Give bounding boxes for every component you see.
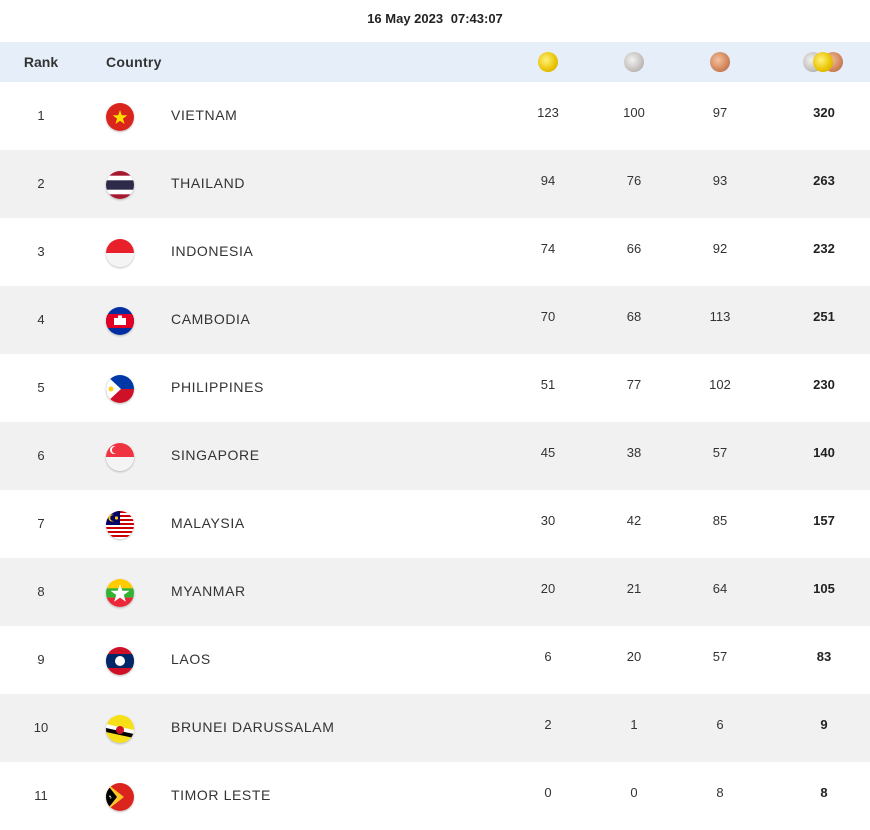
medal-table-body: 1 VIETNAM 123 100 97 320 2 THAILAND 94 7… bbox=[0, 82, 870, 830]
vietnam-flag-icon bbox=[106, 103, 134, 131]
total-count: 157 bbox=[813, 513, 835, 528]
table-row[interactable]: 6 SINGAPORE 45 38 57 140 bbox=[0, 422, 870, 490]
gold-count: 20 bbox=[540, 581, 556, 596]
medal-table-header: Rank Country bbox=[0, 42, 870, 82]
silver-count: 42 bbox=[626, 513, 642, 528]
gold-count: 6 bbox=[544, 649, 552, 664]
country-name: LAOS bbox=[171, 651, 211, 667]
country-name: MALAYSIA bbox=[171, 515, 245, 531]
bronze-count: 113 bbox=[709, 309, 731, 324]
table-row[interactable]: 4 CAMBODIA 70 68 113 251 bbox=[0, 286, 870, 354]
bronze-count: 57 bbox=[712, 649, 728, 664]
brunei-flag-icon bbox=[106, 715, 134, 743]
table-row[interactable]: 10 BRUNEI DARUSSALAM 2 1 6 9 bbox=[0, 694, 870, 762]
table-row[interactable]: 1 VIETNAM 123 100 97 320 bbox=[0, 82, 870, 150]
rank-cell: 7 bbox=[37, 516, 45, 531]
country-name: INDONESIA bbox=[171, 243, 254, 259]
bronze-count: 93 bbox=[712, 173, 728, 188]
malaysia-flag-icon bbox=[106, 511, 134, 539]
bronze-count: 92 bbox=[712, 241, 728, 256]
gold-count: 45 bbox=[540, 445, 556, 460]
country-name: BRUNEI DARUSSALAM bbox=[171, 719, 335, 735]
rank-cell: 2 bbox=[37, 176, 45, 191]
total-count: 251 bbox=[813, 309, 835, 324]
table-row[interactable]: 3 INDONESIA 74 66 92 232 bbox=[0, 218, 870, 286]
gold-count: 2 bbox=[544, 717, 552, 732]
silver-count: 68 bbox=[626, 309, 642, 324]
silver-count: 21 bbox=[626, 581, 642, 596]
country-name: CAMBODIA bbox=[171, 311, 251, 327]
cambodia-flag-icon bbox=[106, 307, 134, 335]
silver-count: 0 bbox=[630, 785, 638, 800]
update-date: 16 May 2023 bbox=[367, 11, 444, 26]
country-name: THAILAND bbox=[171, 175, 246, 191]
silver-count: 76 bbox=[626, 173, 642, 188]
silver-count: 1 bbox=[630, 717, 638, 732]
bronze-count: 57 bbox=[712, 445, 728, 460]
silver-count: 77 bbox=[626, 377, 642, 392]
rank-cell: 3 bbox=[37, 244, 45, 259]
gold-medal-icon[interactable] bbox=[538, 52, 558, 72]
rank-cell: 8 bbox=[37, 584, 45, 599]
silver-count: 66 bbox=[626, 241, 642, 256]
total-count: 263 bbox=[813, 173, 835, 188]
table-row[interactable]: 5 PHILIPPINES 51 77 102 230 bbox=[0, 354, 870, 422]
bronze-count: 85 bbox=[712, 513, 728, 528]
total-count: 105 bbox=[813, 581, 835, 596]
country-name: PHILIPPINES bbox=[171, 379, 264, 395]
table-row[interactable]: 8 MYANMAR 20 21 64 105 bbox=[0, 558, 870, 626]
silver-medal-icon[interactable] bbox=[624, 52, 644, 72]
total-count: 83 bbox=[816, 649, 832, 664]
indonesia-flag-icon bbox=[106, 239, 134, 267]
gold-count: 51 bbox=[540, 377, 556, 392]
bronze-count: 102 bbox=[709, 377, 731, 392]
gold-count: 0 bbox=[544, 785, 552, 800]
country-name: VIETNAM bbox=[171, 107, 238, 123]
rank-column-header[interactable]: Rank bbox=[23, 54, 59, 70]
silver-count: 20 bbox=[626, 649, 642, 664]
total-count: 320 bbox=[813, 105, 835, 120]
total-count: 232 bbox=[813, 241, 835, 256]
total-medals-icon[interactable] bbox=[803, 52, 845, 72]
rank-cell: 5 bbox=[37, 380, 45, 395]
last-updated-timestamp: 16 May 2023 07:43:07 bbox=[0, 0, 870, 42]
timor-leste-flag-icon bbox=[106, 783, 134, 811]
bronze-count: 64 bbox=[712, 581, 728, 596]
rank-cell: 9 bbox=[37, 652, 45, 667]
rank-cell: 6 bbox=[37, 448, 45, 463]
gold-count: 94 bbox=[540, 173, 556, 188]
update-time: 07:43:07 bbox=[450, 11, 503, 26]
bronze-count: 6 bbox=[716, 717, 724, 732]
total-count: 8 bbox=[820, 785, 828, 800]
gold-count: 30 bbox=[540, 513, 556, 528]
table-row[interactable]: 9 LAOS 6 20 57 83 bbox=[0, 626, 870, 694]
rank-cell: 10 bbox=[33, 720, 49, 735]
table-row[interactable]: 11 TIMOR LESTE 0 0 8 8 bbox=[0, 762, 870, 830]
thailand-flag-icon bbox=[106, 171, 134, 199]
laos-flag-icon bbox=[106, 647, 134, 675]
gold-count: 123 bbox=[537, 105, 559, 120]
singapore-flag-icon bbox=[106, 443, 134, 471]
table-row[interactable]: 2 THAILAND 94 76 93 263 bbox=[0, 150, 870, 218]
gold-count: 70 bbox=[540, 309, 556, 324]
philippines-flag-icon bbox=[106, 375, 134, 403]
silver-count: 38 bbox=[626, 445, 642, 460]
country-name: SINGAPORE bbox=[171, 447, 260, 463]
bronze-count: 8 bbox=[716, 785, 724, 800]
bronze-medal-icon[interactable] bbox=[710, 52, 730, 72]
table-row[interactable]: 7 MALAYSIA 30 42 85 157 bbox=[0, 490, 870, 558]
country-name: MYANMAR bbox=[171, 583, 246, 599]
bronze-count: 97 bbox=[712, 105, 728, 120]
silver-count: 100 bbox=[623, 105, 645, 120]
country-column-header[interactable]: Country bbox=[106, 54, 162, 70]
total-count: 9 bbox=[820, 717, 828, 732]
rank-cell: 4 bbox=[37, 312, 45, 327]
gold-count: 74 bbox=[540, 241, 556, 256]
total-count: 140 bbox=[813, 445, 835, 460]
country-name: TIMOR LESTE bbox=[171, 787, 271, 803]
rank-cell: 1 bbox=[37, 108, 45, 123]
myanmar-flag-icon bbox=[106, 579, 134, 607]
total-count: 230 bbox=[813, 377, 835, 392]
rank-cell: 11 bbox=[34, 788, 48, 803]
